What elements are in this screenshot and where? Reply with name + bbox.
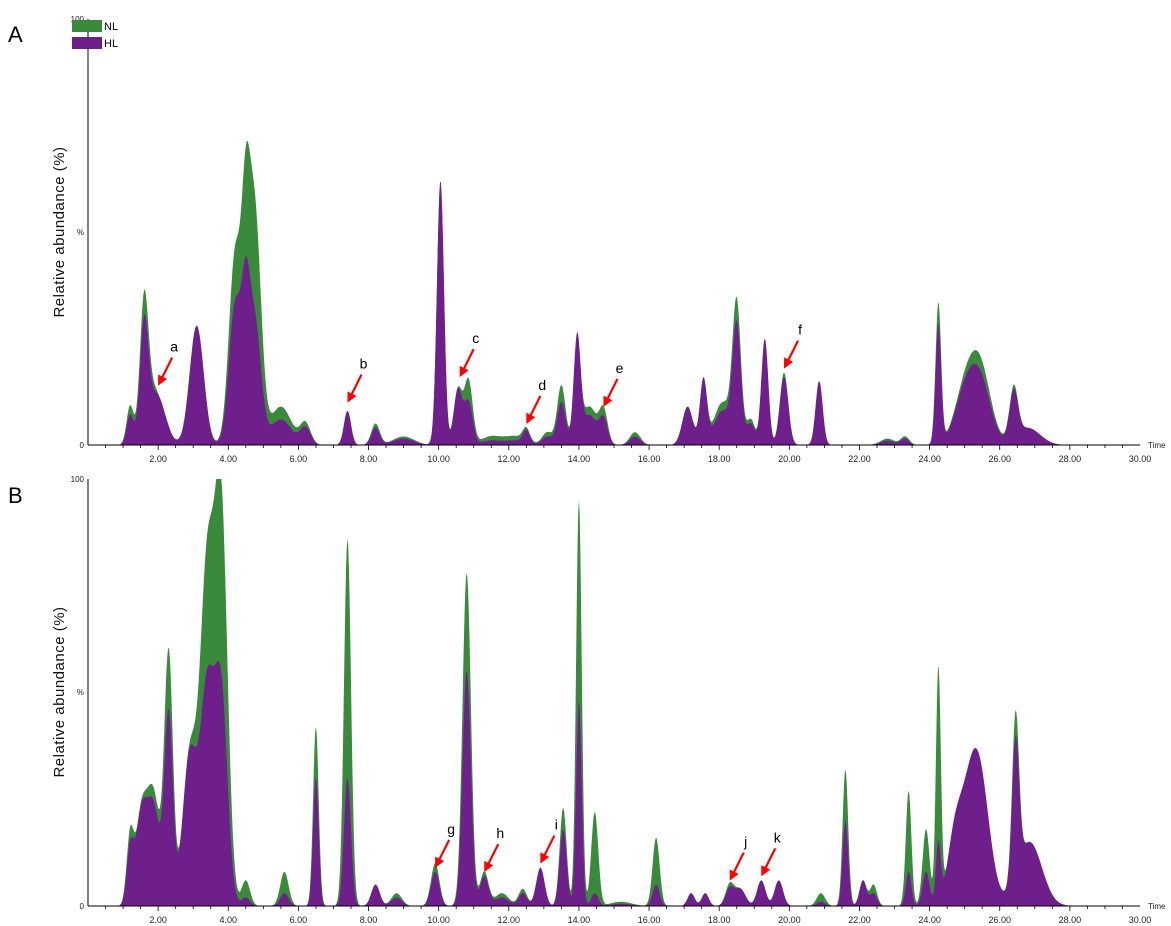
annotation-label-f: f — [798, 322, 802, 338]
panel-a-label: A — [8, 22, 23, 47]
legend: NL HL — [72, 20, 118, 50]
x-tick-label-b: 20.00 — [778, 915, 801, 925]
annotation-arrow-f — [784, 340, 800, 369]
y-tick-pct-a: % — [77, 228, 84, 237]
x-tick-label-a: 28.00 — [1059, 454, 1082, 464]
annotation-label-h: h — [496, 825, 504, 841]
arrow-shaft-e — [605, 378, 619, 402]
x-tick-label-b: 2.00 — [149, 915, 167, 925]
x-tick-label-a: 12.00 — [498, 454, 521, 464]
annotation-label-d: d — [538, 377, 546, 393]
x-axis-title-a: Time — [1148, 441, 1166, 450]
arrow-shaft-i — [542, 835, 556, 859]
panel-b: B 0% 100 Relative abundance (%) 2.00 4.00 6.0… — [8, 475, 1166, 925]
x-tick-label-b: 30.00 — [1129, 915, 1152, 925]
x-tick-label-b: 26.00 — [988, 915, 1011, 925]
arrow-shaft-h — [486, 843, 500, 867]
annotation-label-b: b — [360, 356, 368, 372]
arrow-head-d — [526, 412, 536, 424]
x-tick-label-b: 4.00 — [220, 915, 238, 925]
x-tick-label-b: 12.00 — [498, 915, 521, 925]
arrow-head-g — [435, 856, 445, 868]
legend-label-nl: NL — [104, 21, 118, 33]
arrow-shaft-g — [437, 839, 451, 863]
arrow-shaft-d — [528, 395, 542, 419]
arrow-shaft-f — [786, 340, 800, 364]
arrow-head-a — [158, 374, 168, 386]
arrow-head-i — [540, 852, 550, 864]
x-tick-label-b: 28.00 — [1059, 915, 1082, 925]
annotation-arrow-a — [158, 357, 174, 386]
annotation-label-i: i — [555, 817, 558, 833]
annotation-arrow-c — [459, 348, 475, 378]
legend-swatch-nl — [72, 20, 102, 32]
x-axis-title-b: Time — [1148, 902, 1166, 911]
x-tick-label-a: 2.00 — [149, 454, 167, 464]
x-tick-label-a: 14.00 — [568, 454, 591, 464]
arrow-head-f — [784, 357, 794, 369]
annotation-arrow-b — [347, 374, 363, 403]
x-tick-label-b: 16.00 — [638, 915, 661, 925]
annotation-arrow-h — [484, 843, 500, 873]
x-tick-label-b: 22.00 — [848, 915, 871, 925]
x-tick-label-a: 24.00 — [918, 454, 941, 464]
x-tick-label-a: 30.00 — [1129, 454, 1152, 464]
y-axis-title-a: Relative abundance (%) — [51, 146, 68, 317]
annotation-arrow-j — [729, 852, 745, 881]
x-tick-label-a: 20.00 — [778, 454, 801, 464]
x-tick-label-a: 6.00 — [290, 454, 308, 464]
annotation-label-k: k — [774, 829, 782, 845]
annotation-label-j: j — [743, 834, 747, 850]
x-tick-label-b: 6.00 — [290, 915, 308, 925]
y-axis-title-b: Relative abundance (%) — [51, 606, 68, 777]
annotation-arrow-e — [603, 378, 619, 407]
x-tick-label-b: 24.00 — [918, 915, 941, 925]
x-tick-label-a: 8.00 — [360, 454, 378, 464]
annotation-arrow-i — [540, 835, 556, 864]
y-tick-100-a: 100 — [71, 15, 85, 24]
annotation-arrow-g — [435, 839, 451, 868]
annotation-arrow-k — [761, 847, 777, 877]
x-tick-label-a: 4.00 — [220, 454, 238, 464]
annotation-label-g: g — [447, 821, 455, 837]
arrow-head-e — [603, 395, 613, 407]
y-tick-0-b: 0 — [80, 902, 85, 911]
legend-swatch-hl — [72, 37, 102, 49]
x-tick-label-b: 10.00 — [427, 915, 450, 925]
y-tick-0-a: 0 — [80, 441, 85, 450]
arrow-head-j — [729, 869, 739, 881]
x-tick-label-a: 10.00 — [427, 454, 450, 464]
x-tick-label-a: 26.00 — [988, 454, 1011, 464]
legend-label-hl: HL — [104, 38, 118, 50]
x-tick-label-a: 18.00 — [708, 454, 731, 464]
panel-a: A 0% 100 Relative abundance (%) 2.00 4.00 6.0… — [8, 15, 1166, 464]
annotation-label-a: a — [170, 339, 178, 355]
annotation-label-c: c — [472, 330, 479, 346]
annotation-arrow-d — [526, 395, 542, 424]
arrow-head-h — [484, 860, 494, 873]
x-tick-label-b: 18.00 — [708, 915, 731, 925]
arrow-head-k — [761, 865, 771, 877]
y-tick-pct-b: % — [77, 688, 84, 697]
arrow-head-c — [459, 365, 469, 378]
arrow-shaft-c — [461, 348, 475, 372]
y-tick-100-b: 100 — [71, 475, 85, 484]
series-area-hl-b — [116, 660, 1105, 906]
arrow-shaft-k — [763, 847, 777, 871]
x-tick-label-a: 16.00 — [638, 454, 661, 464]
arrow-shaft-j — [731, 852, 745, 876]
panel-b-label: B — [8, 483, 23, 508]
x-tick-label-a: 22.00 — [848, 454, 871, 464]
annotation-label-e: e — [616, 360, 624, 376]
arrow-head-b — [347, 391, 357, 403]
arrow-shaft-a — [160, 357, 174, 381]
x-tick-label-b: 14.00 — [568, 915, 591, 925]
x-tick-label-b: 8.00 — [360, 915, 378, 925]
arrow-shaft-b — [349, 374, 363, 398]
